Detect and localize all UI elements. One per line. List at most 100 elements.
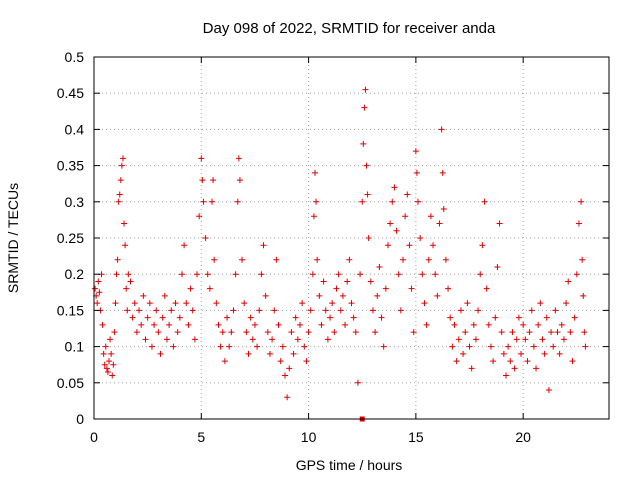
data-point bbox=[148, 343, 155, 350]
data-point bbox=[269, 336, 276, 343]
data-point bbox=[421, 300, 428, 307]
data-point bbox=[391, 184, 398, 191]
data-point bbox=[434, 292, 441, 299]
data-point bbox=[417, 235, 424, 241]
data-point bbox=[492, 314, 499, 321]
data-point bbox=[189, 307, 196, 314]
data-point bbox=[107, 336, 114, 343]
data-point bbox=[196, 213, 203, 220]
data-point bbox=[292, 314, 299, 321]
x-axis-label: GPS time / hours bbox=[296, 457, 403, 473]
data-point bbox=[157, 350, 164, 357]
data-point bbox=[104, 368, 111, 375]
data-point bbox=[548, 329, 555, 336]
data-point bbox=[219, 329, 226, 336]
data-point bbox=[550, 343, 557, 350]
data-point bbox=[462, 329, 469, 336]
x-tick-label: 20 bbox=[515, 429, 531, 445]
data-point bbox=[114, 256, 121, 263]
data-point bbox=[571, 314, 578, 321]
data-point bbox=[119, 155, 126, 162]
data-point bbox=[260, 242, 267, 249]
data-point bbox=[172, 300, 179, 307]
data-point bbox=[163, 336, 170, 343]
data-point bbox=[440, 206, 447, 213]
data-point bbox=[425, 256, 432, 263]
data-point bbox=[174, 329, 181, 336]
data-point bbox=[513, 336, 520, 343]
data-point bbox=[453, 358, 460, 365]
data-point bbox=[569, 358, 576, 365]
data-point bbox=[545, 387, 552, 394]
data-point bbox=[404, 191, 411, 198]
data-point bbox=[543, 314, 550, 321]
data-point bbox=[485, 321, 492, 328]
data-point bbox=[110, 361, 117, 368]
data-point bbox=[309, 271, 316, 278]
data-point bbox=[520, 321, 527, 328]
data-point bbox=[122, 242, 129, 249]
data-point bbox=[312, 169, 319, 176]
data-point bbox=[299, 300, 306, 307]
data-point bbox=[575, 220, 582, 227]
data-point bbox=[117, 177, 124, 184]
data-point bbox=[563, 300, 570, 307]
data-point bbox=[337, 307, 344, 314]
data-point bbox=[234, 198, 241, 205]
data-point bbox=[378, 314, 385, 321]
data-point bbox=[350, 314, 357, 321]
y-tick-label: 0.25 bbox=[57, 230, 84, 246]
data-point bbox=[389, 198, 396, 205]
data-point bbox=[472, 336, 479, 343]
data-point bbox=[288, 329, 295, 336]
y-tick-label: 0 bbox=[76, 411, 84, 427]
data-point bbox=[316, 292, 323, 299]
data-point bbox=[511, 365, 518, 372]
data-point bbox=[367, 278, 374, 285]
data-point bbox=[206, 285, 213, 292]
data-point bbox=[153, 307, 160, 314]
data-point bbox=[352, 329, 359, 336]
data-point bbox=[365, 235, 372, 241]
data-point bbox=[235, 155, 242, 162]
data-point bbox=[439, 169, 446, 176]
data-point bbox=[232, 271, 239, 278]
data-point bbox=[395, 271, 402, 278]
y-tick-label: 0.1 bbox=[65, 339, 85, 355]
data-point bbox=[226, 343, 233, 350]
data-point bbox=[359, 198, 366, 205]
data-point bbox=[277, 358, 284, 365]
data-point bbox=[442, 256, 449, 263]
data-point bbox=[251, 321, 258, 328]
data-point bbox=[281, 372, 288, 379]
data-point bbox=[479, 242, 486, 249]
data-point bbox=[256, 307, 263, 314]
y-tick-label: 0.5 bbox=[65, 49, 85, 65]
data-point bbox=[522, 336, 529, 343]
data-point bbox=[144, 314, 151, 321]
data-point bbox=[406, 242, 413, 249]
data-point bbox=[430, 242, 437, 249]
data-point bbox=[146, 300, 153, 307]
data-point bbox=[239, 256, 246, 263]
data-point bbox=[507, 358, 514, 365]
y-tick-label: 0.45 bbox=[57, 85, 84, 101]
data-point bbox=[307, 307, 314, 314]
y-tick-labels: 0 0.05 0.1 0.15 0.2 0.25 0.3 0.35 0.4 0.45 0.5 bbox=[57, 49, 84, 427]
data-point bbox=[402, 213, 409, 220]
data-point bbox=[138, 321, 145, 328]
data-point bbox=[526, 329, 533, 336]
data-point bbox=[578, 198, 585, 205]
data-points bbox=[92, 86, 589, 422]
data-point bbox=[582, 343, 589, 350]
data-point bbox=[209, 198, 216, 205]
data-point bbox=[133, 329, 140, 336]
x-tick-label: 15 bbox=[408, 429, 424, 445]
data-point bbox=[271, 307, 278, 314]
data-point bbox=[397, 307, 404, 314]
data-point bbox=[127, 278, 134, 285]
data-point bbox=[106, 358, 113, 365]
data-point bbox=[481, 198, 488, 205]
data-point bbox=[505, 343, 512, 350]
